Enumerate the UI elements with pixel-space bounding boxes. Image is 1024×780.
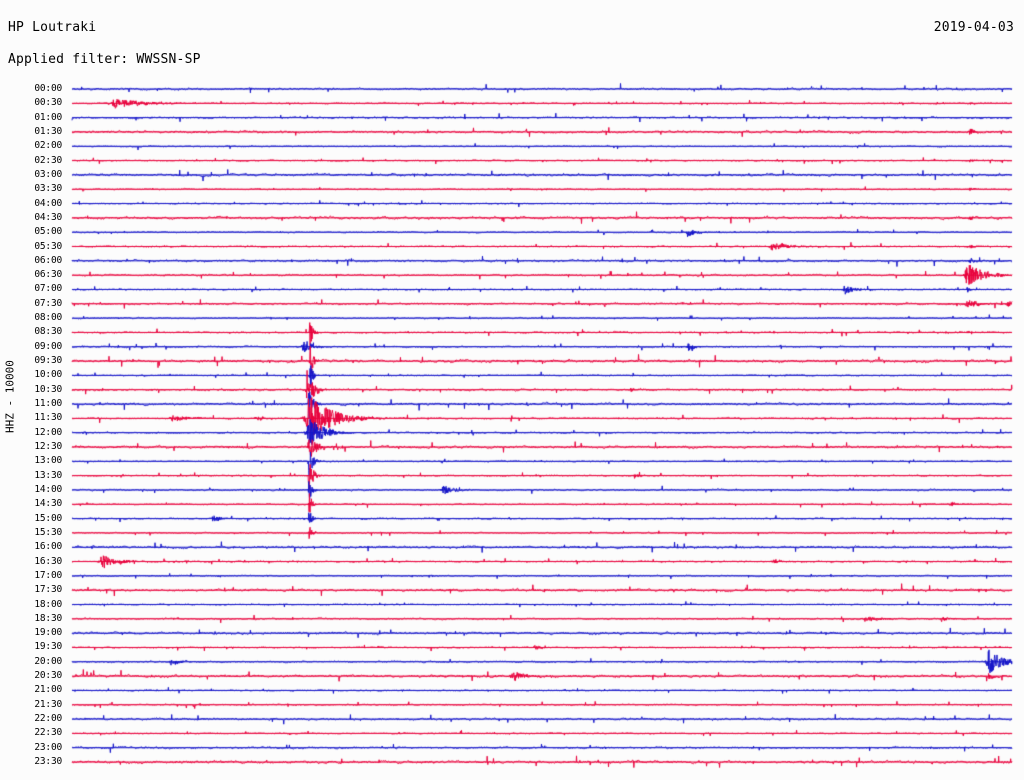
time-axis-label: 19:00	[34, 627, 62, 639]
channel-gain-label: HHZ - 10000	[3, 360, 17, 433]
time-axis-label: 20:30	[34, 670, 62, 682]
time-axis-label: 08:00	[34, 312, 62, 324]
time-axis-label: 17:00	[34, 569, 62, 581]
time-axis-label: 18:00	[34, 598, 62, 610]
time-axis-label: 22:30	[34, 727, 62, 739]
time-axis-label: 14:00	[34, 483, 62, 495]
time-axis-label: 16:00	[34, 541, 62, 553]
time-axis-label: 13:30	[34, 469, 62, 481]
time-axis-label: 01:00	[34, 111, 62, 123]
time-axis-label: 03:30	[34, 183, 62, 195]
time-axis: 00:00 00:30 01:00 01:30 02:00 02:30 03:00 03:30…	[0, 0, 70, 780]
time-axis-label: 05:30	[34, 240, 62, 252]
time-axis-label: 00:30	[34, 97, 62, 109]
time-axis-label: 21:30	[34, 698, 62, 710]
time-axis-label: 21:00	[34, 684, 62, 696]
time-axis-label: 15:00	[34, 512, 62, 524]
time-axis-label: 15:30	[34, 526, 62, 538]
time-axis-label: 06:30	[34, 269, 62, 281]
time-axis-label: 06:00	[34, 254, 62, 266]
time-axis-label: 11:30	[34, 412, 62, 424]
time-axis-label: 23:00	[34, 741, 62, 753]
time-axis-label: 11:00	[34, 398, 62, 410]
time-axis-label: 04:00	[34, 197, 62, 209]
time-axis-label: 10:00	[34, 369, 62, 381]
time-axis-label: 04:30	[34, 211, 62, 223]
time-axis-label: 23:30	[34, 756, 62, 768]
time-axis-label: 14:30	[34, 498, 62, 510]
time-axis-label: 10:30	[34, 383, 62, 395]
time-axis-label: 02:30	[34, 154, 62, 166]
time-axis-label: 08:30	[34, 326, 62, 338]
time-axis-label: 00:00	[34, 83, 62, 94]
time-axis-label: 16:30	[34, 555, 62, 567]
time-axis-label: 12:30	[34, 441, 62, 452]
time-axis-label: 03:00	[34, 168, 62, 180]
time-axis-label: 09:30	[34, 355, 62, 367]
time-axis-label: 02:00	[34, 140, 62, 152]
time-axis-label: 07:30	[34, 297, 62, 309]
time-axis-label: 13:00	[34, 455, 62, 467]
time-axis-label: 09:00	[34, 340, 62, 352]
time-axis-label: 22:00	[34, 713, 62, 725]
time-axis-label: 05:00	[34, 226, 62, 238]
time-axis-label: 12:00	[34, 426, 62, 438]
time-axis-label: 17:30	[34, 584, 62, 596]
time-axis-label: 07:00	[34, 283, 62, 295]
time-axis-label: 19:30	[34, 641, 62, 653]
time-axis-label: 18:30	[34, 612, 62, 624]
amplitude-axis: HHZ - 10000	[0, 330, 20, 470]
time-axis-label: 01:30	[34, 125, 62, 137]
time-axis-label: 20:00	[34, 655, 62, 667]
